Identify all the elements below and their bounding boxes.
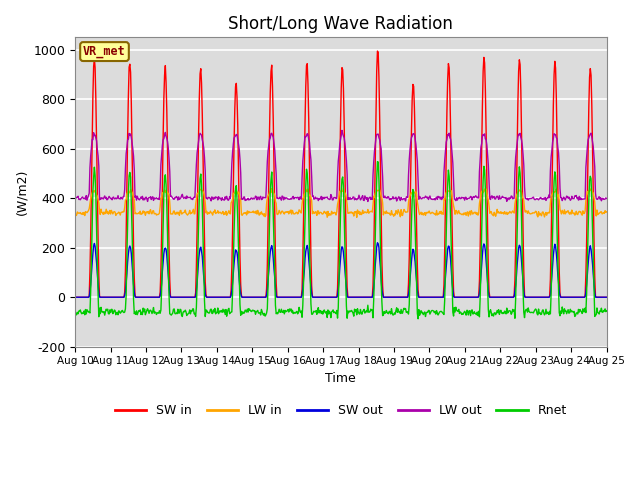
SW in	[422, 294, 429, 300]
SW in	[218, 294, 225, 300]
LW in	[407, 192, 415, 197]
LW out	[71, 197, 79, 203]
LW in	[422, 210, 430, 216]
Line: Rnet: Rnet	[75, 162, 607, 319]
Rnet	[422, 310, 430, 316]
LW out	[407, 140, 415, 145]
SW in	[71, 294, 79, 300]
LW out	[189, 195, 197, 201]
Rnet	[374, 159, 381, 165]
Line: LW in: LW in	[75, 188, 607, 217]
SW out	[218, 294, 225, 300]
LW in	[603, 209, 611, 215]
LW out	[218, 198, 225, 204]
Y-axis label: (W/m2): (W/m2)	[15, 169, 28, 215]
LW out	[136, 197, 143, 203]
LW in	[218, 211, 225, 216]
LW in	[340, 185, 348, 191]
Line: SW out: SW out	[75, 243, 607, 297]
SW in	[406, 214, 414, 219]
SW in	[81, 294, 88, 300]
SW out	[374, 240, 381, 246]
LW out	[364, 199, 372, 204]
SW out	[136, 294, 143, 300]
SW out	[71, 294, 79, 300]
Rnet	[603, 308, 611, 313]
SW in	[136, 294, 143, 300]
Rnet	[218, 308, 225, 313]
SW in	[603, 294, 611, 300]
LW in	[71, 210, 79, 216]
Rnet	[406, 276, 414, 282]
Rnet	[136, 308, 143, 314]
SW out	[81, 294, 88, 300]
LW out	[603, 195, 611, 201]
Line: LW out: LW out	[75, 131, 607, 202]
SW in	[189, 294, 197, 300]
Legend: SW in, LW in, SW out, LW out, Rnet: SW in, LW in, SW out, LW out, Rnet	[109, 399, 572, 422]
Rnet	[189, 306, 197, 312]
LW in	[136, 211, 143, 216]
Rnet	[414, 316, 422, 322]
LW in	[81, 213, 88, 218]
SW in	[374, 48, 381, 54]
LW in	[189, 206, 197, 212]
SW out	[189, 294, 197, 300]
X-axis label: Time: Time	[326, 372, 356, 385]
Rnet	[71, 307, 79, 313]
Rnet	[81, 312, 88, 318]
Text: VR_met: VR_met	[83, 45, 126, 58]
SW out	[406, 276, 414, 282]
Line: SW in: SW in	[75, 51, 607, 297]
LW out	[422, 194, 430, 200]
Title: Short/Long Wave Radiation: Short/Long Wave Radiation	[228, 15, 453, 33]
LW out	[338, 128, 346, 133]
LW out	[81, 195, 88, 201]
LW in	[353, 215, 360, 220]
SW out	[603, 294, 611, 300]
SW out	[422, 294, 429, 300]
